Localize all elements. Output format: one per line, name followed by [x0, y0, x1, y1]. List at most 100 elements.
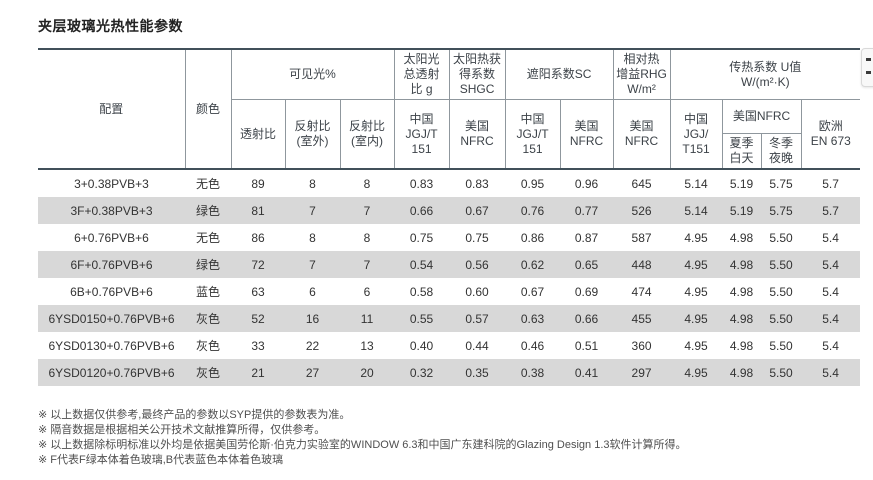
header-sc-china-jgj: 中国 JGJ/T 151 — [504, 99, 561, 169]
header-sc-us-nfrc: 美国 NFRC — [559, 99, 614, 169]
value-cell: 8 — [309, 176, 316, 191]
header-group-u-value: 传热系数 U值 W/(m²·K) — [669, 49, 861, 100]
value-cell: 4.95 — [670, 251, 723, 278]
value-cell: 0.51 — [574, 338, 599, 353]
value-cell: 7 — [285, 251, 340, 278]
header-transmittance: 透射比 — [230, 99, 285, 169]
value-cell: 0.83 — [409, 176, 434, 191]
header-u-us-nfrc: 美国NFRC — [721, 99, 802, 134]
config-cell: 6B+0.76PVB+6 — [70, 284, 153, 299]
value-cell: 0.41 — [560, 359, 614, 386]
value-cell: 0.40 — [409, 338, 434, 353]
value-cell: 5.50 — [769, 230, 793, 245]
color-cell: 绿色 — [185, 197, 231, 224]
value-cell: 474 — [631, 284, 652, 299]
value-cell: 5.4 — [822, 230, 839, 245]
value-cell: 21 — [231, 359, 285, 386]
value-cell: 7 — [340, 197, 395, 224]
config-cell: 6YSD0120+0.76PVB+6 — [38, 359, 185, 386]
widget-handle-icon — [866, 58, 871, 61]
value-cell: 5.50 — [769, 338, 793, 353]
table-row: 6+0.76PVB+6 无色 86 8 8 0.75 0.75 0.86 0.87 587 4.95… — [38, 224, 860, 251]
value-cell: 5.4 — [801, 305, 861, 332]
header-color: 颜色 — [184, 49, 231, 169]
value-cell: 0.86 — [520, 230, 545, 245]
value-cell: 81 — [231, 197, 285, 224]
value-cell: 587 — [631, 230, 652, 245]
table-row: 6YSD0120+0.76PVB+6 灰色 21 27 20 0.32 0.35 0.38 0.… — [38, 359, 861, 386]
table-row: 6YSD0150+0.76PVB+6 灰色 52 16 11 0.55 0.57 0.63 0.… — [38, 305, 861, 332]
value-cell: 0.57 — [449, 305, 506, 332]
value-cell: 0.38 — [505, 359, 561, 386]
value-cell: 72 — [231, 251, 285, 278]
value-cell: 448 — [613, 251, 671, 278]
table-header: 配置 颜色 可见光% 太阳光 总透射 比 g 太阳热获 得系数 SHGC 遮阳系… — [38, 49, 861, 169]
value-cell: 4.95 — [670, 359, 723, 386]
value-cell: 297 — [613, 359, 671, 386]
footnote-acoustic-data: ※ 隔音数据是根据相关公开技术文献推算所得，仅供参考。 — [38, 424, 326, 436]
value-cell: 5.4 — [822, 284, 839, 299]
header-g-china-jgj: 中国 JGJ/T 151 — [393, 99, 450, 169]
value-cell: 7 — [285, 197, 340, 224]
value-cell: 8 — [363, 176, 371, 191]
value-cell: 4.98 — [729, 284, 754, 299]
value-cell: 5.50 — [761, 359, 802, 386]
value-cell: 0.65 — [560, 251, 614, 278]
value-cell: 0.46 — [520, 338, 545, 353]
value-cell: 0.96 — [574, 176, 599, 191]
value-cell: 0.83 — [465, 176, 489, 191]
value-cell: 63 — [251, 284, 265, 299]
value-cell: 5.4 — [822, 338, 839, 353]
value-cell: 4.98 — [729, 230, 754, 245]
content-area: 夹层玻璃光热性能参数 配置 颜色 可见光% 太阳光 总透射 比 g 太阳热获 得… — [38, 12, 861, 468]
header-group-relative-heat-gain: 相对热 增益RHG W/m² — [612, 49, 671, 100]
header-u-winter-night: 冬季 夜晚 — [760, 133, 802, 169]
value-cell: 0.35 — [449, 359, 506, 386]
value-cell: 0.95 — [520, 176, 545, 191]
color-cell: 绿色 — [185, 251, 231, 278]
color-cell: 无色 — [195, 177, 220, 191]
value-cell: 5.50 — [769, 284, 793, 299]
header-config: 配置 — [38, 49, 185, 169]
value-cell: 0.67 — [449, 197, 506, 224]
value-cell: 4.98 — [729, 338, 754, 353]
footnotes: ※ 以上数据仅供参考,最终产品的参数以SYP提供的参数表为准。 ※ 隔音数据是根… — [38, 408, 860, 468]
header-reflectance-outdoor: 反射比 (室外) — [284, 99, 340, 169]
value-cell: 0.54 — [394, 251, 450, 278]
value-cell: 4.95 — [670, 305, 723, 332]
value-cell: 5.4 — [801, 251, 861, 278]
config-cell: 6YSD0150+0.76PVB+6 — [38, 305, 185, 332]
value-cell: 645 — [631, 176, 652, 191]
value-cell: 6 — [363, 284, 371, 299]
value-cell: 5.19 — [729, 176, 754, 191]
table-row: 6B+0.76PVB+6 蓝色 63 6 6 0.58 0.60 0.67 0.69 474 4.9… — [38, 278, 860, 305]
config-cell: 6F+0.76PVB+6 — [38, 251, 185, 278]
value-cell: 0.66 — [560, 305, 614, 332]
value-cell: 20 — [340, 359, 395, 386]
color-cell: 灰色 — [195, 339, 220, 353]
header-group-visible-light: 可见光% — [230, 49, 395, 100]
value-cell: 5.50 — [761, 305, 802, 332]
config-cell: 3F+0.38PVB+3 — [38, 197, 185, 224]
value-cell: 0.55 — [394, 305, 450, 332]
value-cell: 0.87 — [574, 230, 599, 245]
value-cell: 0.60 — [465, 284, 489, 299]
value-cell: 455 — [613, 305, 671, 332]
value-cell: 7 — [340, 251, 395, 278]
value-cell: 8 — [363, 230, 371, 245]
value-cell: 4.95 — [684, 284, 708, 299]
table-row: 3F+0.38PVB+3 绿色 81 7 7 0.66 0.67 0.76 0.77 526 5.1… — [38, 197, 861, 224]
floating-widget[interactable] — [861, 48, 873, 87]
value-cell: 526 — [613, 197, 671, 224]
table-body: 3+0.38PVB+3 无色 89 8 8 0.83 0.83 0.95 0.96 645 5.14… — [38, 169, 861, 386]
value-cell: 16 — [285, 305, 340, 332]
config-cell: 6YSD0130+0.76PVB+6 — [48, 338, 175, 353]
value-cell: 86 — [251, 230, 265, 245]
value-cell: 0.62 — [505, 251, 561, 278]
header-u-summer-day: 夏季 白天 — [721, 133, 762, 169]
performance-table: 配置 颜色 可见光% 太阳光 总透射 比 g 太阳热获 得系数 SHGC 遮阳系… — [38, 48, 861, 386]
value-cell: 89 — [251, 176, 265, 191]
value-cell: 22 — [305, 338, 320, 353]
footnote-calculation-software: ※ 以上数据除标明标准以外均是依据美国劳伦斯·伯克力实验室的WINDOW 6.3… — [38, 439, 687, 451]
header-reflectance-indoor: 反射比 (室内) — [339, 99, 395, 169]
